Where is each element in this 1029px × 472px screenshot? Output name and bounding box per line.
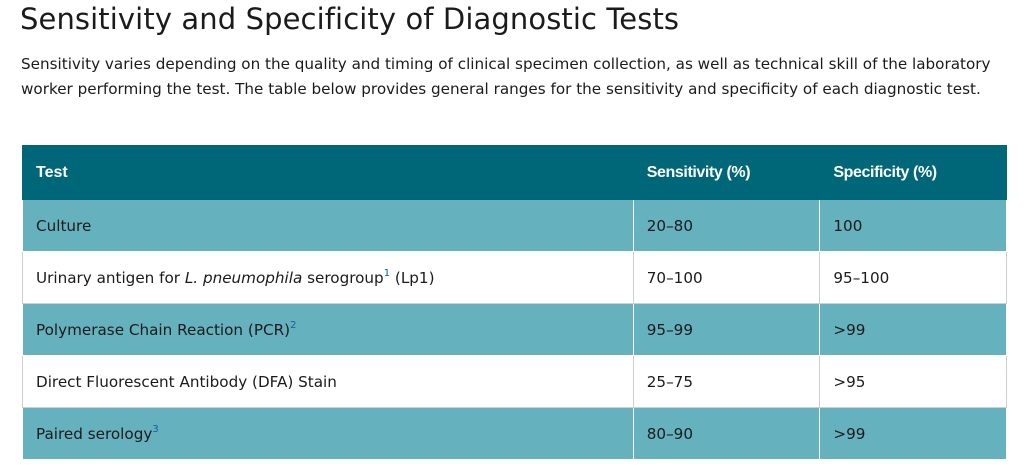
table-header-row: Test Sensitivity (%) Specificity (%)	[22, 145, 1007, 200]
sensitivity-cell: 95–99	[632, 303, 821, 356]
test-text: (Lp1)	[390, 268, 435, 287]
test-text: Urinary antigen for	[36, 268, 185, 287]
footnote-link[interactable]: 2	[290, 319, 297, 331]
test-cell: Polymerase Chain Reaction (PCR)2	[22, 303, 634, 356]
header-specificity: Specificity (%)	[819, 145, 1007, 200]
footnote-link[interactable]: 3	[152, 423, 159, 435]
table-row: Paired serology3 80–90 >99	[22, 407, 1007, 460]
test-cell: Paired serology3	[22, 407, 634, 460]
sensitivity-cell: 25–75	[632, 355, 821, 408]
page-title: Sensitivity and Specificity of Diagnosti…	[20, 2, 680, 36]
specificity-cell: 95–100	[819, 251, 1007, 304]
test-cell: Direct Fluorescent Antibody (DFA) Stain	[22, 355, 634, 408]
test-cell: Urinary antigen for L. pneumophila serog…	[22, 251, 634, 304]
test-text: Polymerase Chain Reaction (PCR)	[36, 320, 291, 339]
table-row: Culture 20–80 100	[22, 199, 1007, 252]
sensitivity-cell: 20–80	[632, 199, 821, 252]
test-text: serogroup	[302, 268, 384, 287]
specificity-cell: 100	[819, 199, 1007, 252]
header-sensitivity: Sensitivity (%)	[632, 145, 821, 200]
sensitivity-cell: 80–90	[632, 407, 821, 460]
test-text: Paired serology	[36, 424, 153, 443]
test-species-italic: L. pneumophila	[184, 268, 303, 287]
sensitivity-cell: 70–100	[632, 251, 821, 304]
footnote-link[interactable]: 1	[383, 267, 391, 279]
intro-paragraph: Sensitivity varies depending on the qual…	[21, 55, 991, 98]
specificity-cell: >99	[819, 407, 1007, 460]
specificity-cell: >95	[819, 355, 1007, 408]
diagnostic-tests-table: Test Sensitivity (%) Specificity (%) Cul…	[22, 145, 1007, 460]
table-row: Polymerase Chain Reaction (PCR)2 95–99 >…	[22, 303, 1007, 356]
header-test: Test	[22, 145, 634, 200]
specificity-cell: >99	[819, 303, 1007, 356]
table-row: Direct Fluorescent Antibody (DFA) Stain …	[22, 355, 1007, 408]
test-cell: Culture	[22, 199, 634, 252]
table-row: Urinary antigen for L. pneumophila serog…	[22, 251, 1007, 304]
